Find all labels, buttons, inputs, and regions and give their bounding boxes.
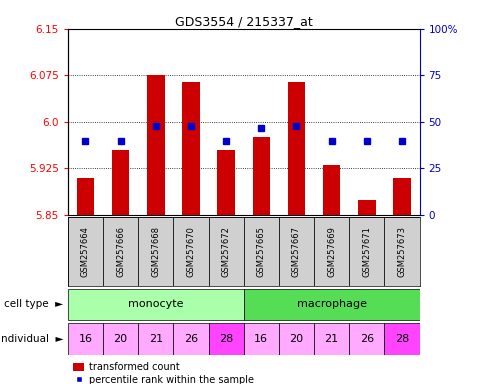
FancyBboxPatch shape [173,217,208,286]
Text: GSM257668: GSM257668 [151,226,160,277]
FancyBboxPatch shape [208,217,243,286]
FancyBboxPatch shape [138,217,173,286]
FancyBboxPatch shape [68,217,103,286]
Text: GSM257671: GSM257671 [362,226,371,277]
Text: individual  ►: individual ► [0,334,63,344]
Bar [287,81,304,215]
FancyBboxPatch shape [243,289,419,320]
Text: 21: 21 [149,334,163,344]
Bar [147,75,164,215]
FancyBboxPatch shape [243,323,278,354]
Text: cell type  ►: cell type ► [4,299,63,310]
FancyBboxPatch shape [68,323,103,354]
FancyBboxPatch shape [103,217,138,286]
FancyBboxPatch shape [68,289,243,320]
FancyBboxPatch shape [243,217,278,286]
Bar [217,150,234,215]
Text: GSM257672: GSM257672 [221,226,230,277]
Bar [112,150,129,215]
Legend: transformed count, percentile rank within the sample: transformed count, percentile rank withi… [73,362,254,384]
Bar [322,166,340,215]
Text: GSM257667: GSM257667 [291,226,301,277]
Text: 28: 28 [219,334,233,344]
FancyBboxPatch shape [103,323,138,354]
Text: GSM257673: GSM257673 [396,226,406,277]
Bar [76,178,94,215]
Text: GSM257670: GSM257670 [186,226,195,277]
FancyBboxPatch shape [314,217,348,286]
Title: GDS3554 / 215337_at: GDS3554 / 215337_at [174,15,312,28]
Text: 26: 26 [183,334,197,344]
FancyBboxPatch shape [138,323,173,354]
FancyBboxPatch shape [278,217,314,286]
FancyBboxPatch shape [348,323,383,354]
Bar [393,178,410,215]
Text: monocyte: monocyte [128,299,183,310]
FancyBboxPatch shape [383,217,419,286]
FancyBboxPatch shape [278,323,314,354]
Bar [252,137,270,215]
Text: 20: 20 [113,334,127,344]
Text: GSM257666: GSM257666 [116,226,125,277]
Text: 28: 28 [394,334,408,344]
Text: 20: 20 [289,334,303,344]
Text: 21: 21 [324,334,338,344]
FancyBboxPatch shape [173,323,208,354]
FancyBboxPatch shape [208,323,243,354]
Text: 16: 16 [78,334,92,344]
Text: macrophage: macrophage [296,299,366,310]
FancyBboxPatch shape [348,217,383,286]
Text: GSM257669: GSM257669 [326,226,335,277]
FancyBboxPatch shape [314,323,348,354]
Bar [182,81,199,215]
Text: 16: 16 [254,334,268,344]
Text: GSM257665: GSM257665 [256,226,265,277]
Text: GSM257664: GSM257664 [81,226,90,277]
Bar [357,200,375,215]
FancyBboxPatch shape [383,323,419,354]
Text: 26: 26 [359,334,373,344]
